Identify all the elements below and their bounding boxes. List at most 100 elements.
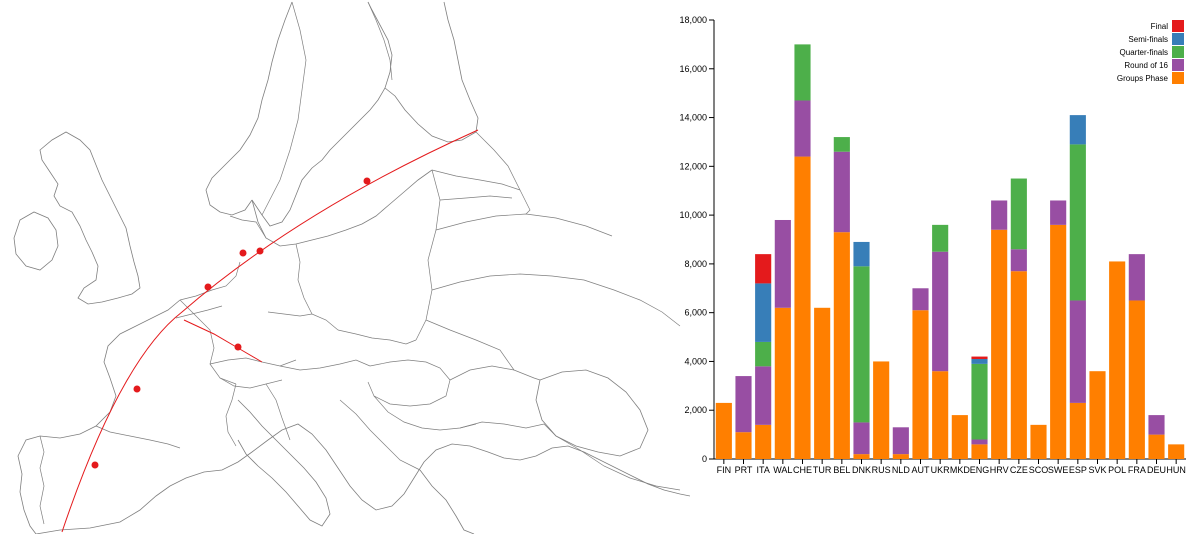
bar-eng-semi-finals[interactable] — [971, 359, 988, 364]
bar-deu-groups-phase[interactable] — [1148, 434, 1165, 459]
legend-swatch-round-of-16 — [1172, 59, 1184, 71]
uk-coastline — [39, 131, 141, 305]
border-dnk — [229, 215, 267, 239]
border-deu-che — [209, 357, 297, 367]
bar-esp-semi-finals[interactable] — [1069, 115, 1086, 145]
border-balkans — [339, 399, 421, 471]
bar-pol-groups-phase[interactable] — [1109, 261, 1126, 459]
side-route-line — [183, 319, 263, 363]
y-tick-label: 6,000 — [684, 308, 707, 318]
bar-che-groups-phase[interactable] — [794, 156, 811, 460]
bar-hrv-groups-phase[interactable] — [991, 229, 1008, 459]
y-tick-label: 0 — [702, 454, 707, 464]
bar-nld-groups-phase[interactable] — [892, 454, 909, 459]
europe-map — [13, 1, 690, 534]
y-tick-label: 12,000 — [679, 161, 707, 171]
bar-cze-round-of-16[interactable] — [1010, 249, 1027, 272]
x-tick-label-prt: PRT — [735, 465, 753, 475]
legend-swatch-semi-finals — [1172, 33, 1184, 45]
norway-coastline — [205, 1, 293, 216]
x-tick-label-swe: SWE — [1048, 465, 1069, 475]
bar-ita-groups-phase[interactable] — [755, 424, 772, 459]
border-ita-inner — [265, 383, 291, 441]
bar-ita-quarter-finals[interactable] — [755, 341, 772, 367]
bar-eng-quarter-finals[interactable] — [971, 363, 988, 440]
legend-label-groups-phase: Groups Phase — [1117, 74, 1169, 83]
sweden-coastline — [251, 1, 393, 227]
bar-ukr-groups-phase[interactable] — [932, 371, 949, 459]
legend-label-quarter-finals: Quarter-finals — [1120, 48, 1168, 57]
bar-ita-final[interactable] — [755, 254, 772, 284]
bar-eng-round-of-16[interactable] — [971, 439, 988, 445]
city-marker-copenhagen-1 — [239, 249, 247, 257]
border-rou-bgr — [459, 421, 557, 437]
italy-coastline — [237, 399, 331, 527]
y-tick-label: 10,000 — [679, 210, 707, 220]
bar-cze-groups-phase[interactable] — [1010, 271, 1027, 459]
bar-sco-groups-phase[interactable] — [1030, 424, 1047, 459]
legend-swatch-final — [1172, 20, 1184, 32]
bar-che-quarter-finals[interactable] — [794, 44, 811, 101]
border-ukr — [431, 273, 681, 327]
bar-dnk-round-of-16[interactable] — [853, 422, 870, 455]
x-tick-label-tur: TUR — [813, 465, 832, 475]
city-marker-bilbao — [133, 385, 141, 393]
bar-prt-round-of-16[interactable] — [735, 376, 752, 433]
bar-wal-round-of-16[interactable] — [774, 219, 791, 308]
city-marker-copenhagen-2 — [256, 247, 264, 255]
bar-fra-round-of-16[interactable] — [1128, 254, 1145, 301]
city-markers — [91, 177, 371, 469]
bar-fra-groups-phase[interactable] — [1128, 300, 1145, 459]
bar-esp-round-of-16[interactable] — [1069, 300, 1086, 403]
y-tick-label: 2,000 — [684, 405, 707, 415]
bar-ita-round-of-16[interactable] — [755, 366, 772, 425]
bar-cze-quarter-finals[interactable] — [1010, 178, 1027, 250]
bar-dnk-semi-finals[interactable] — [853, 241, 870, 267]
x-tick-label-hrv: HRV — [990, 465, 1009, 475]
bar-swe-groups-phase[interactable] — [1050, 224, 1067, 459]
x-tick-label-esp: ESP — [1069, 465, 1087, 475]
bar-bel-round-of-16[interactable] — [833, 151, 850, 233]
bar-bel-quarter-finals[interactable] — [833, 137, 850, 152]
border-benelux — [179, 261, 241, 301]
legend-label-final: Final — [1151, 22, 1169, 31]
bar-che-round-of-16[interactable] — [794, 100, 811, 157]
border-pol-east — [415, 169, 441, 341]
x-tick-label-sco: SCO — [1029, 465, 1049, 475]
bar-hrv-round-of-16[interactable] — [991, 200, 1008, 230]
x-tick-label-rus: RUS — [872, 465, 891, 475]
bar-svk-groups-phase[interactable] — [1089, 371, 1106, 459]
bar-eng-final[interactable] — [971, 356, 988, 360]
bar-aut-round-of-16[interactable] — [912, 288, 929, 311]
bar-deu-round-of-16[interactable] — [1148, 415, 1165, 435]
bar-esp-quarter-finals[interactable] — [1069, 144, 1086, 301]
bar-ukr-round-of-16[interactable] — [932, 251, 949, 372]
bar-swe-round-of-16[interactable] — [1050, 200, 1067, 225]
bar-bel-groups-phase[interactable] — [833, 232, 850, 459]
bar-hun-groups-phase[interactable] — [1168, 444, 1185, 459]
bar-nld-round-of-16[interactable] — [892, 427, 909, 455]
border-ukr-south — [425, 319, 515, 371]
bar-mkd-groups-phase[interactable] — [951, 415, 968, 459]
bar-ita-semi-finals[interactable] — [755, 283, 772, 342]
border-nor-swe — [261, 1, 307, 216]
bar-tur-groups-phase[interactable] — [814, 307, 831, 459]
bar-rus-groups-phase[interactable] — [873, 361, 890, 459]
bar-dnk-quarter-finals[interactable] — [853, 266, 870, 423]
x-tick-label-mkd: MKD — [950, 465, 971, 475]
x-tick-label-pol: POL — [1108, 465, 1126, 475]
bar-fin-groups-phase[interactable] — [715, 402, 732, 459]
border-balkans-2 — [373, 395, 477, 431]
bar-prt-groups-phase[interactable] — [735, 432, 752, 459]
bar-dnk-groups-phase[interactable] — [853, 454, 870, 459]
x-tick-label-wal: WAL — [773, 465, 792, 475]
border-cze-svk — [337, 329, 417, 345]
bar-esp-groups-phase[interactable] — [1069, 402, 1086, 459]
border-che-ita — [219, 377, 283, 389]
bar-aut-groups-phase[interactable] — [912, 310, 929, 459]
border-fra-ita — [225, 383, 237, 447]
bar-ukr-quarter-finals[interactable] — [932, 224, 949, 252]
bar-wal-groups-phase[interactable] — [774, 307, 791, 459]
bar-eng-groups-phase[interactable] — [971, 444, 988, 459]
bar-group — [715, 44, 1185, 460]
